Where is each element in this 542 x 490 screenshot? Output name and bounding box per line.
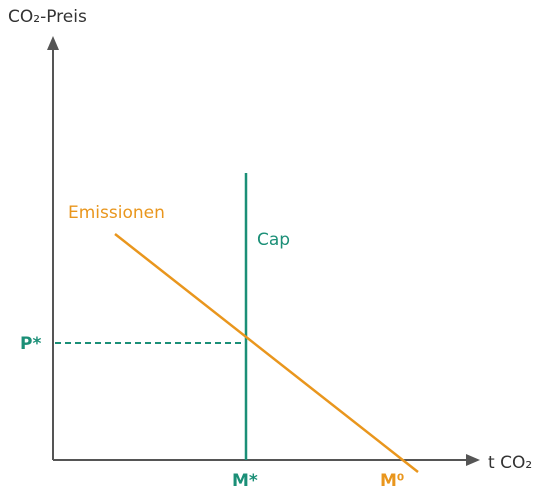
baseline-quantity-marker: M⁰ bbox=[380, 471, 404, 490]
emissions-line bbox=[114, 233, 419, 473]
y-axis-label: CO₂-Preis bbox=[8, 7, 87, 27]
price-marker: P* bbox=[20, 334, 41, 354]
cap-label: Cap bbox=[257, 230, 290, 250]
x-axis-arrow bbox=[466, 454, 480, 466]
cap-quantity-marker: M* bbox=[232, 471, 258, 490]
x-axis-label: t CO₂ bbox=[488, 453, 532, 473]
emissions-label: Emissionen bbox=[68, 203, 165, 223]
y-axis-arrow bbox=[47, 36, 59, 50]
